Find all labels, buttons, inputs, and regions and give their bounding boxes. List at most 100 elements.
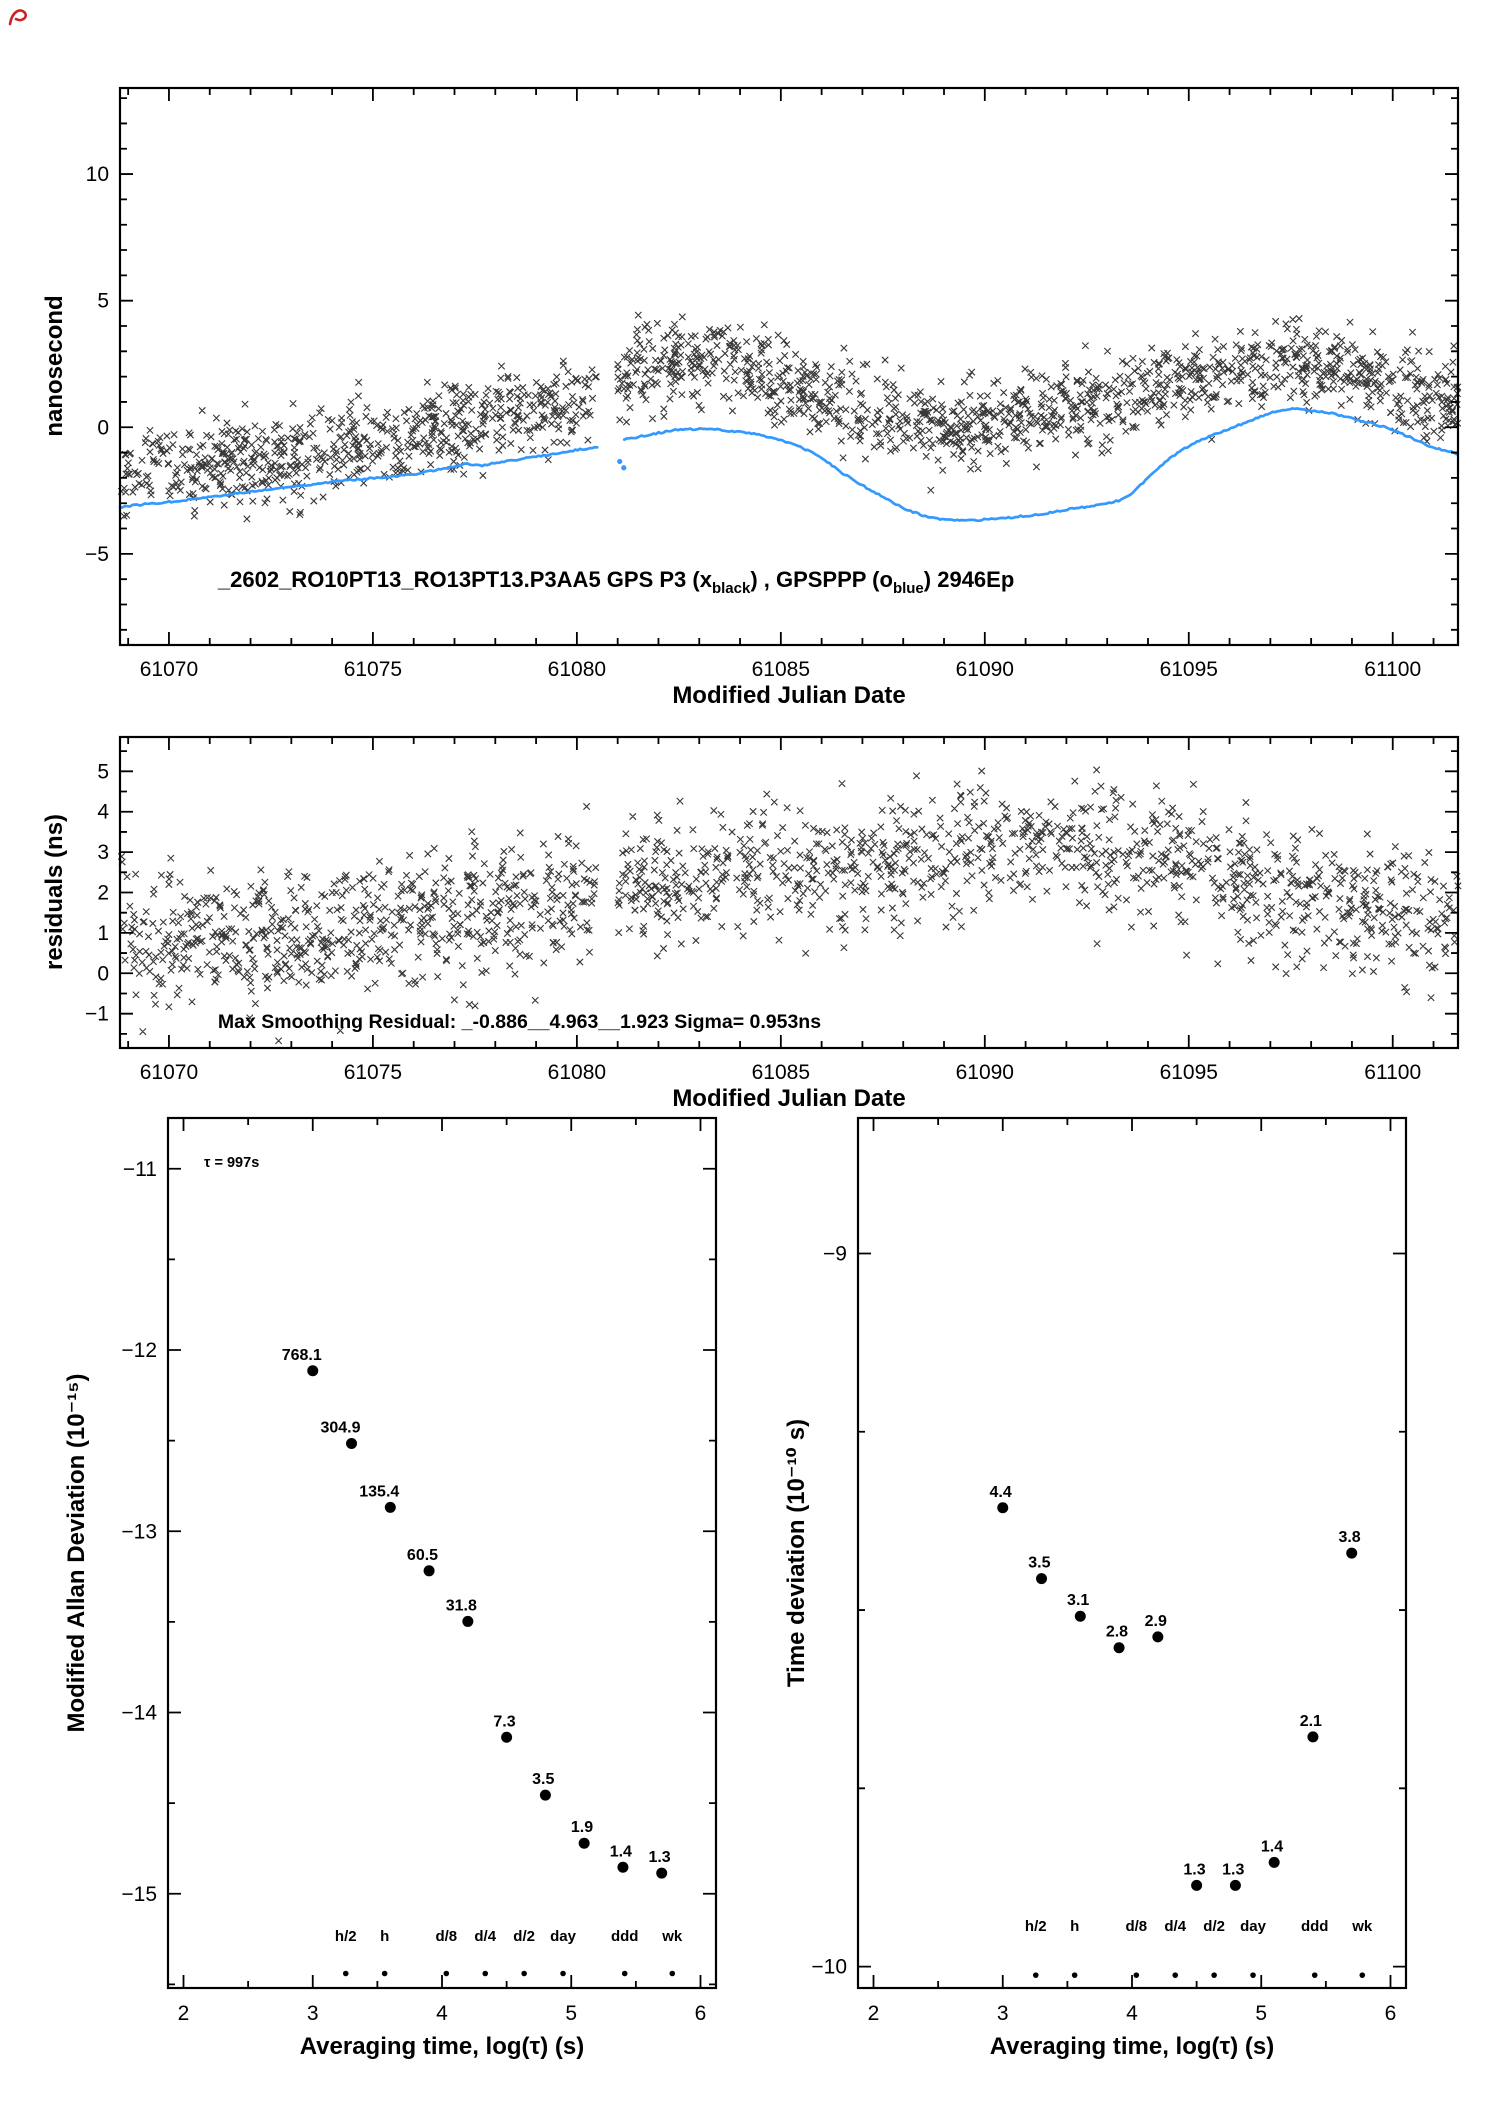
axis-ticks [858, 1118, 1406, 1988]
time-marker-dot [1211, 1972, 1217, 1978]
x-tick-label: 6 [1385, 2002, 1397, 2025]
residuals-plot: 61070 61075 61080 61085 61090 61095 61100 −1 0 1 2… [41, 735, 1462, 1112]
deviation-point-label: 2.8 [1106, 1624, 1128, 1641]
deviation-point-label: 31.8 [446, 1597, 477, 1614]
tau-annotation: τ = 997s [204, 1155, 259, 1171]
time-marker-dot [560, 1970, 566, 1977]
deviation-point [656, 1867, 668, 1879]
y-tick-label: −11 [123, 1158, 157, 1181]
deviation-point [997, 1502, 1009, 1514]
deviation-point [1113, 1642, 1125, 1654]
time-marker-dot [521, 1970, 527, 1977]
plot-border [118, 735, 1460, 1050]
gps-comparison-plot: 61070 61075 61080 61085 61090 61095 61100 −5 0 5 1… [41, 86, 1462, 709]
blue-line-series [622, 407, 1458, 523]
time-marker-label: day [550, 1928, 577, 1945]
x-tick-label: 6 [695, 2002, 707, 2025]
x-tick-label: 61075 [344, 658, 402, 681]
deviation-point [1191, 1879, 1203, 1891]
deviation-point [501, 1731, 513, 1743]
time-marker-label: d/4 [474, 1928, 496, 1945]
deviation-point [1229, 1879, 1241, 1891]
deviation-point [307, 1365, 319, 1377]
axis-ticks [120, 737, 1458, 1048]
y-tick-label: 5 [97, 290, 109, 313]
time-marker-label: h/2 [1025, 1918, 1047, 1935]
x-tick-label: 61090 [956, 1061, 1014, 1084]
y-axis-label: residuals (ns) [41, 814, 68, 970]
time-deviation-plot: 4.4 3.5 3.1 2.8 2.9 1.3 1.3 1.4 2.1 3.8 h/2 h d/8 d/4… [783, 1116, 1408, 2060]
corner-mark [8, 9, 27, 26]
deviation-point [1036, 1573, 1048, 1585]
time-marker-dot [1311, 1972, 1318, 1978]
axis-ticks [120, 88, 1458, 645]
deviation-point-label: 7.3 [493, 1713, 515, 1730]
time-marker-dot [621, 1970, 628, 1977]
y-tick-label: −15 [121, 1883, 157, 1906]
x-tick-label: 61100 [1364, 1061, 1421, 1084]
plot-border [856, 1116, 1408, 1990]
scatter-x-series [117, 766, 1462, 1045]
deviation-point [462, 1615, 474, 1627]
deviation-point-label: 2.1 [1300, 1713, 1322, 1730]
y-tick-label: 4 [97, 801, 109, 824]
deviation-point [346, 1437, 358, 1449]
time-marker-label: h [380, 1928, 389, 1945]
x-tick-label: 61095 [1160, 658, 1218, 681]
x-tick-label: 2 [868, 2002, 880, 2025]
y-tick-label: 10 [86, 163, 109, 186]
deviation-point-label: 3.5 [532, 1771, 554, 1788]
deviation-point [578, 1837, 590, 1849]
x-tick-label: 5 [565, 2002, 577, 2025]
x-tick-label: 61070 [140, 658, 198, 681]
allan-deviation-plot: 768.1 304.9 135.4 60.5 31.8 7.3 3.5 1.9 1.4 1.3 h/… [63, 1116, 718, 2060]
time-marker-dot [1250, 1972, 1256, 1978]
x-tick-label: 4 [1126, 2002, 1138, 2025]
y-tick-label: −1 [85, 1003, 109, 1026]
x-axis-label: Modified Julian Date [672, 682, 905, 709]
time-marker-dot [1032, 1972, 1039, 1978]
deviation-point-label: 60.5 [407, 1547, 438, 1564]
deviation-point-label: 3.8 [1338, 1529, 1360, 1546]
deviation-point [539, 1789, 551, 1801]
deviation-point-label: 304.9 [320, 1419, 360, 1436]
time-marker-dot [381, 1970, 388, 1977]
x-axis-label: Averaging time, log(τ) (s) [300, 2033, 585, 2060]
y-axis-label: Modified Allan Deviation (10⁻¹⁵) [63, 1373, 90, 1732]
time-marker-label: day [1240, 1918, 1267, 1935]
x-tick-label: 4 [436, 2002, 448, 2025]
y-tick-label: −12 [121, 1339, 157, 1362]
time-marker-label: ddd [611, 1928, 639, 1945]
y-tick-label: 2 [97, 882, 109, 905]
deviation-point-label: 3.1 [1067, 1592, 1089, 1609]
deviation-point-label: 135.4 [359, 1483, 399, 1500]
deviation-point-label: 4.4 [990, 1484, 1012, 1501]
time-marker-label: d/8 [1125, 1918, 1147, 1935]
time-marker-dot [1359, 1972, 1366, 1978]
plot-annotation: _2602_RO10PT13_RO13PT13.P3AA5 GPS P3 (xb… [217, 567, 1014, 597]
x-axis-label: Averaging time, log(τ) (s) [990, 2033, 1275, 2060]
y-tick-label: −5 [85, 543, 109, 566]
time-marker-label: d/2 [513, 1928, 535, 1945]
deviation-point-label: 1.3 [648, 1849, 670, 1866]
time-marker-label: d/4 [1164, 1918, 1186, 1935]
time-marker-dot [482, 1970, 489, 1977]
axis-ticks [168, 1118, 716, 1988]
deviation-point [1346, 1547, 1358, 1559]
x-tick-label: 61095 [1160, 1061, 1218, 1084]
y-tick-label: −9 [823, 1242, 847, 1265]
x-axis-label: Modified Julian Date [672, 1085, 905, 1112]
deviation-point-label: 1.4 [1261, 1838, 1283, 1855]
plot-annotation: Max Smoothing Residual: _-0.886__4.963__… [218, 1011, 821, 1033]
y-tick-label: −14 [121, 1702, 157, 1725]
time-marker-dot [342, 1970, 349, 1977]
blue-line-series [118, 445, 599, 509]
time-marker-dot [443, 1970, 450, 1977]
deviation-point [1268, 1856, 1280, 1868]
y-tick-label: 0 [97, 416, 109, 439]
deviation-point [1307, 1731, 1319, 1743]
time-marker-label: h/2 [335, 1928, 357, 1945]
x-tick-label: 61070 [140, 1061, 198, 1084]
x-tick-label: 61080 [548, 658, 606, 681]
